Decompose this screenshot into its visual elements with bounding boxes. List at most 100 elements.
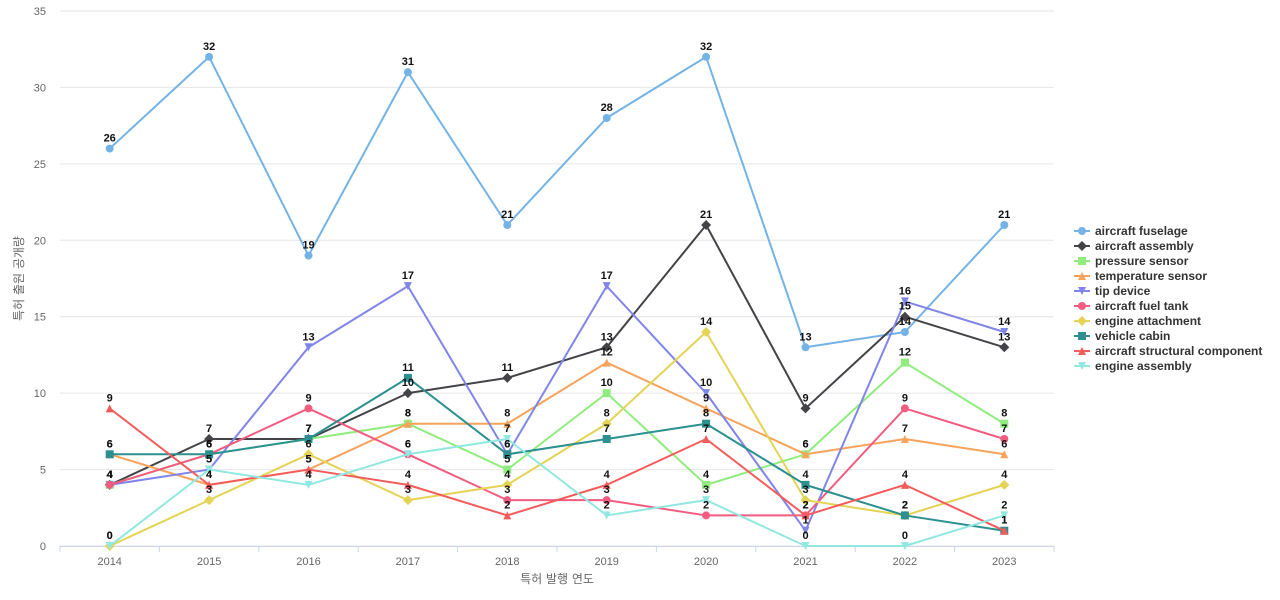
data-label: 2 — [703, 499, 709, 511]
data-label: 11 — [501, 362, 513, 374]
legend-marker — [1078, 332, 1086, 340]
data-label: 13 — [799, 331, 811, 343]
legend-marker — [1078, 287, 1086, 295]
data-label: 4 — [107, 469, 114, 481]
data-point — [303, 449, 314, 460]
data-point — [403, 419, 412, 428]
y-tick-label: 25 — [34, 159, 46, 171]
data-point — [900, 297, 909, 306]
data-point — [503, 511, 512, 520]
data-label: 16 — [899, 285, 911, 297]
data-label: 4 — [305, 469, 312, 481]
data-point — [602, 480, 611, 489]
data-point — [503, 450, 512, 459]
data-label: 0 — [107, 530, 113, 542]
data-point — [701, 327, 712, 337]
data-point — [1000, 450, 1009, 459]
x-tick-label: 2014 — [97, 556, 121, 568]
data-label: 26 — [104, 133, 116, 145]
data-label: 8 — [604, 408, 610, 420]
data-point — [801, 450, 810, 459]
data-point — [702, 389, 711, 398]
legend-item[interactable]: aircraft fuel tank — [1074, 299, 1189, 313]
data-label: 15 — [899, 301, 911, 313]
data-point — [1000, 435, 1009, 443]
y-tick-label: 20 — [34, 235, 46, 247]
data-label: 4 — [902, 469, 909, 481]
data-point — [105, 542, 114, 550]
data-label: 4 — [107, 469, 114, 481]
legend-label: vehicle cabin — [1095, 329, 1170, 343]
data-point — [602, 282, 611, 291]
legend-marker — [1077, 316, 1087, 326]
data-label: 3 — [206, 484, 212, 496]
legend-label: engine assembly — [1095, 359, 1192, 373]
data-label: 8 — [405, 408, 411, 420]
data-point — [601, 342, 612, 353]
data-point — [801, 542, 810, 550]
data-point — [105, 404, 114, 413]
data-point — [304, 343, 313, 352]
series-line — [108, 55, 1006, 349]
series-aircraft-fuel-tank — [105, 404, 1009, 520]
data-label: 12 — [601, 347, 613, 359]
legend-item[interactable]: aircraft structural component — [1074, 344, 1262, 358]
y-tick-label: 10 — [34, 388, 46, 400]
data-label: 14 — [998, 316, 1011, 328]
data-label: 6 — [206, 438, 212, 450]
legend-label: aircraft fuselage — [1095, 224, 1188, 238]
data-label: 2 — [902, 499, 908, 511]
data-label: 7 — [206, 423, 212, 435]
data-point — [1000, 328, 1009, 336]
data-label: 17 — [402, 270, 414, 282]
legend-item[interactable]: temperature sensor — [1074, 269, 1207, 283]
data-label: 8 — [504, 408, 510, 420]
legend-label: aircraft assembly — [1095, 239, 1194, 253]
legend-item[interactable]: tip device — [1074, 284, 1151, 298]
data-point — [702, 511, 711, 520]
data-point — [105, 450, 114, 459]
data-point — [900, 435, 909, 443]
legend-item[interactable]: pressure sensor — [1074, 254, 1189, 268]
series-line — [108, 224, 1006, 486]
y-tick-label: 15 — [34, 312, 46, 324]
data-point — [403, 450, 412, 459]
data-point — [602, 435, 611, 443]
data-point — [502, 372, 513, 383]
data-label: 11 — [402, 362, 414, 374]
data-label: 2 — [504, 499, 510, 511]
data-point — [702, 435, 711, 443]
data-label: 3 — [703, 484, 709, 496]
data-label: 9 — [703, 392, 709, 404]
data-point — [701, 220, 712, 230]
legend-item[interactable]: vehicle cabin — [1074, 329, 1170, 343]
data-point — [602, 496, 611, 505]
data-label: 14 — [700, 316, 713, 328]
data-point — [702, 480, 711, 489]
data-point — [800, 403, 811, 414]
legend-item[interactable]: aircraft assembly — [1074, 239, 1194, 253]
data-point — [900, 404, 909, 413]
data-label: 32 — [203, 41, 215, 53]
data-label: 8 — [405, 408, 411, 420]
data-label: 4 — [604, 469, 611, 481]
data-point — [503, 435, 512, 443]
legend-item[interactable]: aircraft fuselage — [1074, 224, 1188, 238]
data-label: 7 — [604, 423, 610, 435]
legend-item[interactable]: engine attachment — [1074, 314, 1201, 328]
data-point — [900, 511, 909, 520]
x-tick-label: 2018 — [495, 556, 519, 568]
x-tick-label: 2015 — [197, 556, 221, 568]
x-axis-title: 특허 발행 연도 — [520, 571, 594, 586]
series-engine-assembly — [105, 435, 1009, 550]
legend-item[interactable]: engine assembly — [1074, 359, 1192, 373]
data-point — [403, 480, 412, 489]
data-point — [801, 343, 810, 352]
data-point — [801, 511, 810, 520]
data-point — [205, 465, 214, 474]
x-tick-label: 2022 — [893, 556, 917, 568]
legend-marker — [1078, 272, 1086, 280]
x-tick-label: 2016 — [296, 556, 320, 568]
